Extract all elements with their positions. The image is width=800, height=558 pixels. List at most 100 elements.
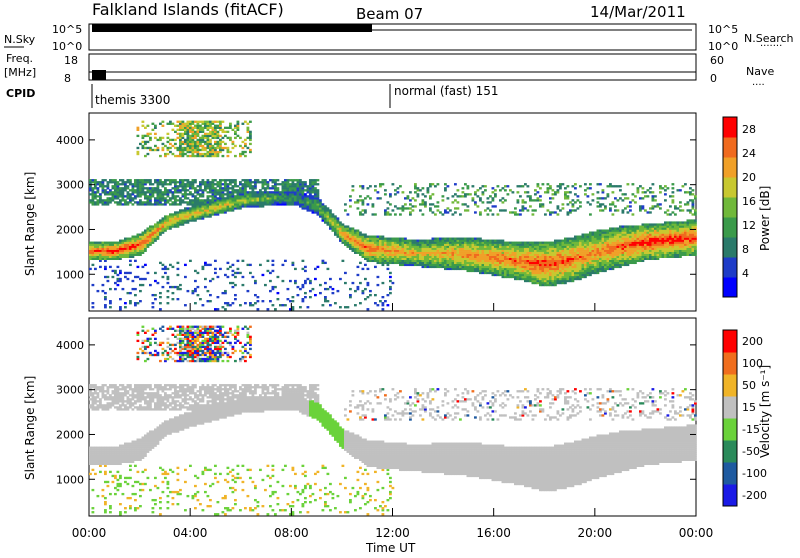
power-cell [626,239,630,242]
power-cell [479,239,482,242]
power-cell [474,261,477,265]
freq-unit: [MHz] [4,66,36,79]
power-cell [204,183,207,186]
power-cell [206,300,210,303]
power-cell [509,267,512,271]
power-cell [566,247,570,250]
power-cell [294,185,297,188]
power-cell [414,241,417,244]
power-cell [146,227,150,230]
power-cell [226,189,230,192]
power-cell [481,265,485,269]
power-cell [191,146,195,150]
power-cell [279,201,282,204]
power-cell [114,271,117,275]
power-cell [386,213,390,216]
power-cell [101,185,105,188]
power-cell [116,253,120,256]
power-cell [326,209,330,212]
power-cell [421,193,425,196]
power-cell [439,239,442,242]
power-cell [626,205,630,208]
power-cell [164,152,167,156]
power-cell [199,128,202,131]
power-cell [171,179,175,182]
power-cell [174,221,177,224]
power-cell [249,191,252,194]
power-cell [351,235,355,238]
power-cell [204,124,207,127]
power-cell [174,183,177,186]
power-cell [436,249,440,252]
power-cell [631,183,635,186]
power-cell [361,291,365,295]
power-cell [441,199,445,202]
power-cell [461,259,465,263]
power-cell [601,231,605,234]
power-cell [501,261,505,265]
power-cell [236,203,240,206]
power-cell [309,209,312,212]
power-cell [569,237,572,240]
power-cell [594,239,597,242]
power-cell [229,122,232,125]
power-cell [524,255,527,258]
power-cell [654,233,657,236]
power-cell [534,253,537,256]
power-cell [416,189,420,192]
power-cell [284,181,287,184]
power-cell [589,251,592,254]
power-cell [441,243,445,246]
power-cell [114,269,117,273]
power-cell [356,231,360,234]
power-cell [244,205,247,208]
power-cell [91,197,95,200]
power-cell [126,255,130,258]
power-cell [424,259,427,263]
power-cell [461,187,465,190]
power-cell [494,255,497,258]
power-cell [119,179,122,182]
power-cell [209,132,212,136]
power-cell [626,243,630,246]
power-cell [554,243,557,246]
power-cell [94,191,97,194]
power-cell [521,209,525,212]
power-cell [154,181,157,184]
power-cell [106,185,110,188]
power-cell [351,243,355,246]
power-cell [204,142,207,146]
power-cell [261,197,265,200]
power-cell [291,181,295,184]
power-cell [384,249,387,252]
power-cell [504,185,507,188]
power-cell [469,245,472,248]
power-cell [441,247,445,250]
power-cell [249,130,252,134]
power-cell [554,193,557,196]
power-cell [436,243,440,246]
power-cell [394,255,397,258]
power-cell [431,251,435,254]
power-cell [304,295,307,299]
power-cell [291,189,295,192]
power-cell [466,247,470,250]
power-cell [169,263,172,267]
power-cell [204,181,207,184]
power-cell [631,243,635,246]
power-cell [314,203,317,206]
power-cell [179,191,182,194]
power-cell [169,120,172,123]
power-cell [129,300,132,303]
power-cell [99,193,102,196]
power-cell [621,259,625,263]
power-cell [219,209,222,212]
power-cell [209,300,212,303]
power-cell [314,191,317,194]
power-cell [559,243,562,246]
power-cell [356,237,360,240]
power-cell [231,203,235,206]
power-cell [484,263,487,267]
power-cell [386,249,390,252]
power-cell [116,187,120,190]
